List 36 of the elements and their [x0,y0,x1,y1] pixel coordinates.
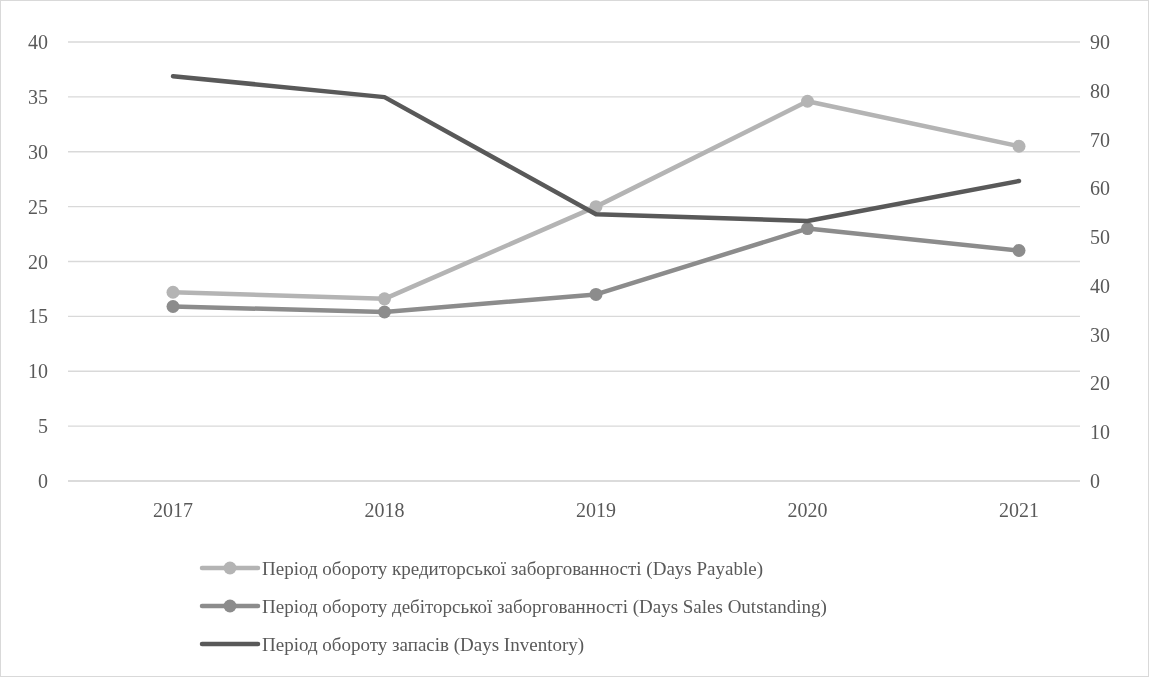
y-tick-label: 25 [28,195,48,218]
point [378,292,391,306]
y-tick-label: 5 [38,415,48,438]
y-tick-label: 0 [38,470,48,492]
y2-tick-label: 0 [1090,470,1100,492]
y2-tick-label: 40 [1090,274,1110,297]
point [1012,139,1026,153]
y-tick-label: 20 [28,250,48,273]
y-tick-label: 15 [28,305,48,328]
y2-tick-label: 20 [1090,372,1110,395]
y2-tick-label: 80 [1090,79,1110,102]
y2-tick-label: 30 [1090,323,1110,346]
point [166,285,180,299]
x-tick-label: 2017 [153,499,193,521]
y-tick-label: 10 [28,360,48,383]
legend-label: Період обороту дебіторської заборгованності (Days Sales Outstanding) [262,595,827,618]
point [801,222,814,236]
point [801,94,814,108]
y2-tick-label: 50 [1090,226,1110,249]
point [1012,244,1026,258]
y-tick-label: 40 [28,31,48,53]
legend-label: Період обороту кредиторської заборгованності (Days Payable) [262,557,763,580]
legend-label: Період обороту запасів (Days Inventory) [262,633,585,656]
y2-tick-label: 60 [1090,177,1110,200]
y2-tick-label: 90 [1090,31,1110,53]
y2-tick-label: 10 [1090,421,1110,444]
y-tick-label: 35 [28,85,48,108]
x-tick-label: 2020 [787,499,828,521]
point [378,305,391,319]
y2-tick-label: 70 [1090,128,1110,151]
x-tick-label: 2018 [364,499,405,521]
point [589,287,603,301]
x-tick-label: 2021 [999,499,1039,521]
x-tick-label: 2019 [576,499,616,521]
point [166,300,180,313]
y-tick-label: 30 [28,140,48,163]
